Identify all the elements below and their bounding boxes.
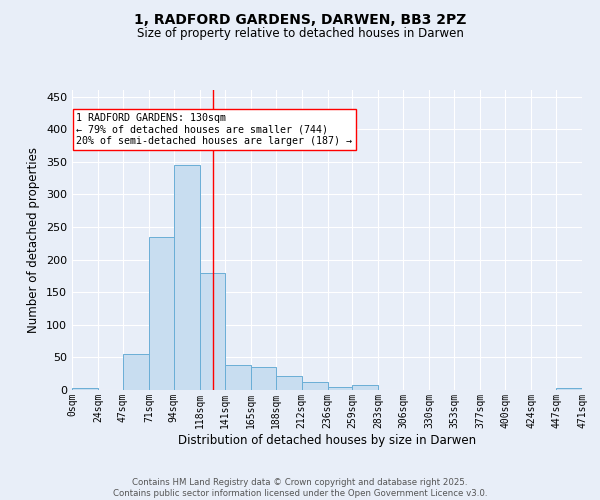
Bar (123, 354, 149, 390)
Bar (72, 388, 98, 390)
Bar (328, 386, 352, 390)
Bar (174, 165, 200, 390)
Text: Size of property relative to detached houses in Darwen: Size of property relative to detached ho… (137, 28, 463, 40)
Text: 1 RADFORD GARDENS: 130sqm
← 79% of detached houses are smaller (744)
20% of semi: 1 RADFORD GARDENS: 130sqm ← 79% of detac… (76, 113, 352, 146)
Bar (275, 376, 302, 390)
X-axis label: Distribution of detached houses by size in Darwen: Distribution of detached houses by size … (178, 434, 476, 446)
Bar (251, 367, 275, 390)
Bar (224, 365, 251, 390)
Bar (200, 272, 224, 390)
Bar (352, 386, 379, 390)
Y-axis label: Number of detached properties: Number of detached properties (28, 147, 40, 333)
Bar (149, 236, 174, 390)
Bar (302, 382, 328, 390)
Text: Contains HM Land Registry data © Crown copyright and database right 2025.
Contai: Contains HM Land Registry data © Crown c… (113, 478, 487, 498)
Bar (556, 388, 582, 390)
Text: 1, RADFORD GARDENS, DARWEN, BB3 2PZ: 1, RADFORD GARDENS, DARWEN, BB3 2PZ (134, 12, 466, 26)
